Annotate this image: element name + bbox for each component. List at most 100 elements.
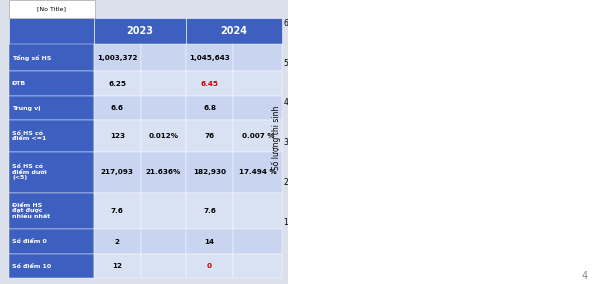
Bar <box>515 37 519 261</box>
Text: 1,045,643: 1,045,643 <box>189 55 230 61</box>
Text: 0: 0 <box>207 263 212 269</box>
Bar <box>398 233 402 261</box>
Bar <box>141 96 186 120</box>
Bar <box>94 120 141 152</box>
Bar <box>476 112 480 261</box>
Text: 2: 2 <box>115 239 120 245</box>
Bar <box>8 96 94 120</box>
Bar <box>520 30 524 261</box>
Text: 6.25: 6.25 <box>109 81 127 87</box>
Bar <box>559 231 563 261</box>
Bar <box>141 193 186 229</box>
Text: 10096: 10096 <box>412 212 416 220</box>
Bar <box>94 152 141 193</box>
Title: Biểu đồ phổ điểm thi THPT môn Toán - năm 2024: Biểu đồ phổ điểm thi THPT môn Toán - năm… <box>321 0 576 11</box>
Bar <box>233 193 282 229</box>
Bar <box>186 254 233 278</box>
Bar <box>510 28 514 261</box>
Bar <box>364 260 368 261</box>
Text: 57419: 57419 <box>529 23 533 32</box>
Bar <box>94 229 141 254</box>
Bar <box>554 196 558 261</box>
Bar <box>8 229 94 254</box>
Bar <box>534 45 538 261</box>
Text: 17.494 %: 17.494 % <box>239 169 277 175</box>
Text: 0.012%: 0.012% <box>148 133 178 139</box>
Bar <box>490 76 494 261</box>
Text: 4179: 4179 <box>388 237 392 244</box>
Text: 51390: 51390 <box>500 47 504 56</box>
Bar <box>233 120 282 152</box>
Text: 1578: 1578 <box>378 247 382 254</box>
Bar <box>442 182 446 261</box>
Bar <box>233 96 282 120</box>
Bar <box>8 44 94 71</box>
X-axis label: Điểm: Điểm <box>436 275 461 284</box>
Text: 3982: 3982 <box>563 238 568 245</box>
Text: 56374: 56374 <box>515 27 519 36</box>
Bar <box>233 229 282 254</box>
Bar <box>481 77 485 261</box>
Text: 37440: 37440 <box>476 103 480 111</box>
Bar <box>524 26 529 261</box>
Bar <box>94 254 141 278</box>
Text: 7084: 7084 <box>398 225 401 232</box>
Bar <box>186 18 282 44</box>
Y-axis label: Số lượng thi sinh: Số lượng thi sinh <box>271 106 281 170</box>
Bar <box>471 132 475 261</box>
Text: 6.8: 6.8 <box>203 105 216 111</box>
Bar <box>94 71 141 96</box>
Text: 217,093: 217,093 <box>101 169 134 175</box>
Text: 32441: 32441 <box>471 122 475 131</box>
Bar <box>233 254 282 278</box>
Text: 54184: 54184 <box>535 36 538 45</box>
Text: 46259: 46259 <box>481 68 485 76</box>
Bar <box>466 137 470 261</box>
Bar <box>141 71 186 96</box>
Text: 14: 14 <box>205 239 215 245</box>
Text: 28025: 28025 <box>461 140 465 149</box>
Bar <box>8 152 94 193</box>
Bar <box>233 44 282 71</box>
Bar <box>446 174 451 261</box>
Bar <box>427 202 431 261</box>
Text: 1156: 1156 <box>373 249 377 256</box>
Text: 2024: 2024 <box>221 26 248 36</box>
Text: 59000: 59000 <box>524 17 529 25</box>
Text: 28006: 28006 <box>456 140 460 149</box>
Bar <box>8 71 94 96</box>
Bar <box>186 96 233 120</box>
Text: 9076: 9076 <box>407 218 412 224</box>
Text: 123: 123 <box>110 133 125 139</box>
Bar <box>461 150 465 261</box>
Text: 2635: 2635 <box>383 243 387 250</box>
Text: 31211: 31211 <box>466 127 470 136</box>
Text: 16452: 16452 <box>432 186 436 195</box>
Bar <box>94 193 141 229</box>
Bar <box>549 150 553 261</box>
Text: 58474: 58474 <box>510 19 514 28</box>
Text: 205: 205 <box>359 255 362 260</box>
Text: Số HS có
điểm dưới
(<5): Số HS có điểm dưới (<5) <box>12 164 47 180</box>
Bar <box>186 44 233 71</box>
Bar <box>141 229 186 254</box>
Text: 43354: 43354 <box>485 79 490 88</box>
Bar <box>8 0 95 18</box>
Bar <box>485 89 490 261</box>
Bar <box>8 254 94 278</box>
Text: Số HS có
điểm <=1: Số HS có điểm <=1 <box>12 131 46 141</box>
Text: 27884: 27884 <box>549 141 553 149</box>
Bar <box>388 245 392 261</box>
Bar <box>539 67 544 261</box>
Text: 538: 538 <box>368 253 373 258</box>
Text: 4: 4 <box>582 271 588 281</box>
Bar <box>8 193 94 229</box>
Bar <box>141 254 186 278</box>
Text: 46502: 46502 <box>490 67 494 75</box>
Bar <box>141 120 186 152</box>
Text: ĐTB: ĐTB <box>12 81 26 86</box>
Bar <box>432 196 436 261</box>
Bar <box>500 57 504 261</box>
Text: 24291: 24291 <box>451 155 455 164</box>
Bar <box>94 44 141 71</box>
